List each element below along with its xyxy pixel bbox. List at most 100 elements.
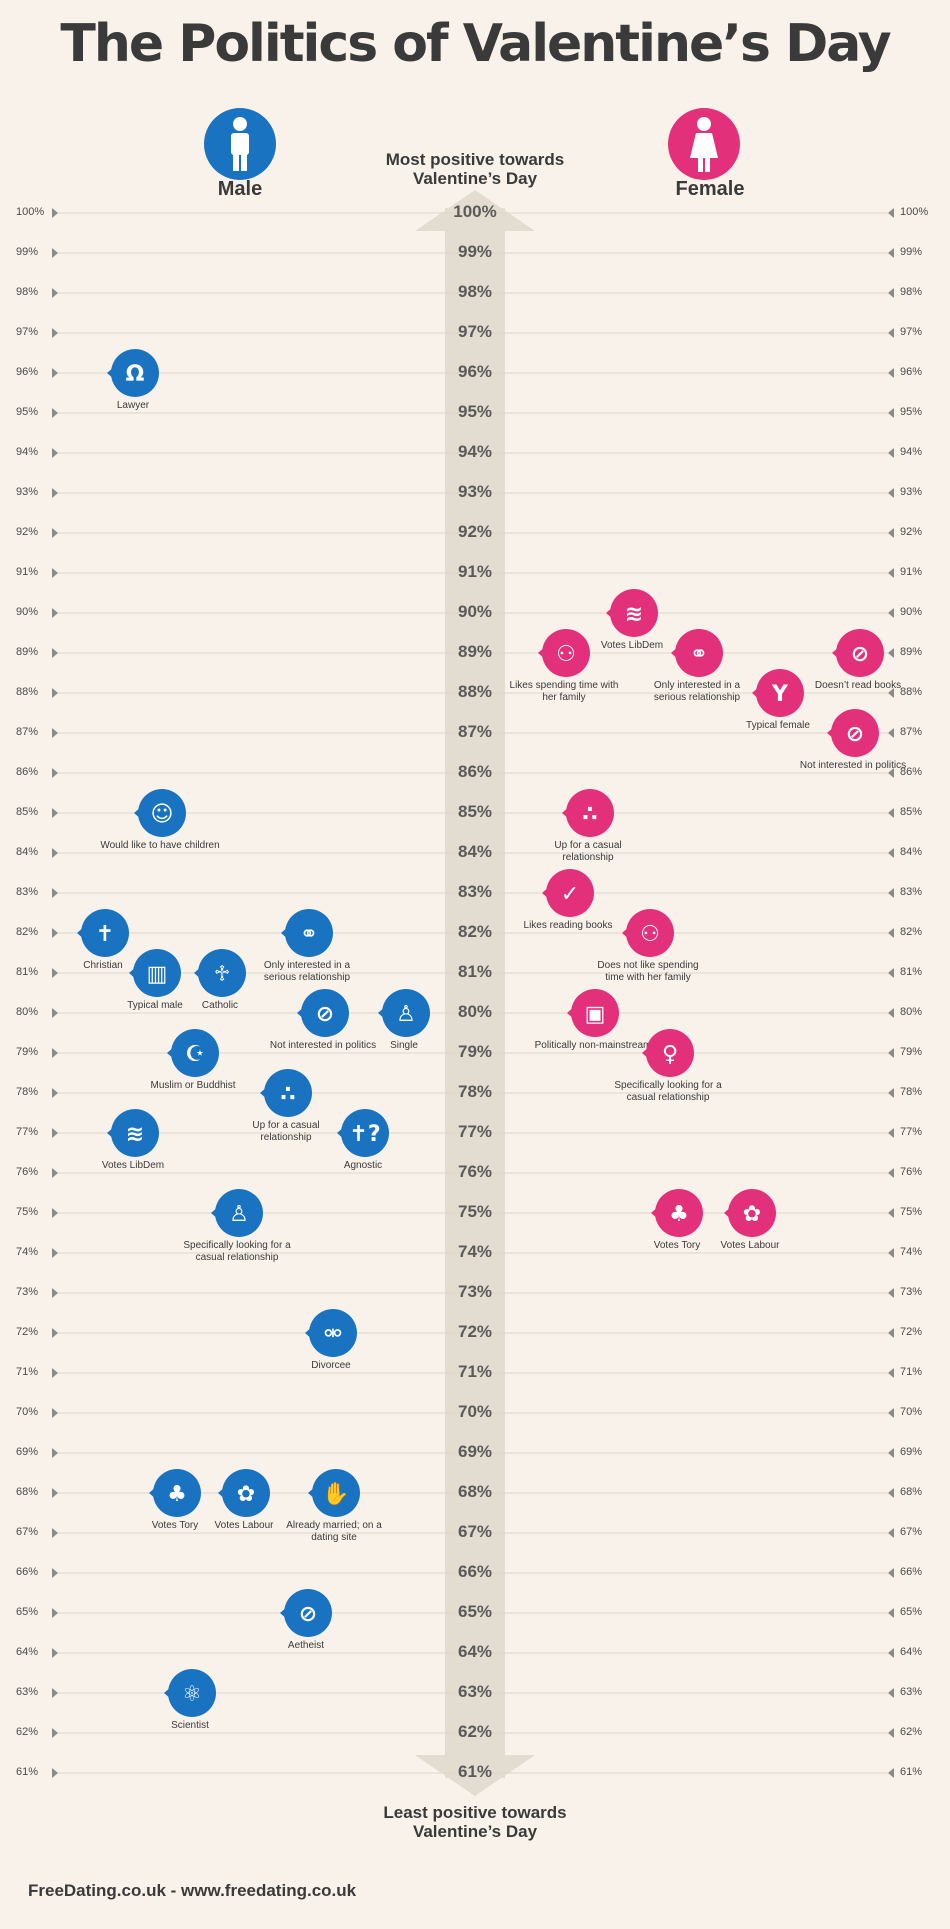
tick-arrow-right — [888, 208, 894, 218]
tick-label-center: 82% — [457, 922, 493, 941]
tick-arrow-right — [888, 1248, 894, 1258]
tick-arrow-right — [888, 888, 894, 898]
tick-arrow-left — [52, 1168, 58, 1178]
svg-text:♀: ♀ — [662, 1042, 678, 1067]
tick-label-center: 66% — [457, 1562, 493, 1581]
tick-label-left: 77% — [16, 1126, 39, 1138]
tick-label-center: 100% — [453, 202, 497, 221]
tick-arrow-right — [888, 328, 894, 338]
tick-arrow-left — [52, 1488, 58, 1498]
tick-arrow-right — [888, 448, 894, 458]
tick-label-center: 77% — [457, 1122, 493, 1141]
tick-label-left: 89% — [16, 646, 39, 658]
point-caption: Votes LibDem — [600, 640, 664, 651]
baby-icon: ☺ — [134, 789, 186, 837]
tick-arrow-left — [52, 608, 58, 618]
tick-label-right: 71% — [900, 1366, 923, 1378]
svg-text:⊘: ⊘ — [851, 642, 869, 667]
point-caption: Specifically looking for a casual relati… — [183, 1240, 291, 1263]
tick-arrow-right — [888, 1008, 894, 1018]
tick-label-left: 85% — [16, 806, 39, 818]
tick-label-left: 75% — [16, 1206, 39, 1218]
couple-icon: ⚭ — [671, 629, 723, 677]
svg-text:▣: ▣ — [585, 1002, 606, 1027]
point-caption: Votes Tory — [653, 1240, 701, 1251]
tick-label-left: 79% — [16, 1046, 39, 1058]
tick-label-left: 87% — [16, 726, 39, 738]
tick-arrow-left — [52, 888, 58, 898]
tick-label-left: 67% — [16, 1526, 39, 1538]
tick-label-center: 76% — [457, 1162, 493, 1181]
tick-label-right: 82% — [900, 926, 923, 938]
tick-label-right: 98% — [900, 286, 923, 298]
tick-arrow-right — [888, 1488, 894, 1498]
labour-rose-icon: ✿ — [218, 1469, 270, 1517]
tick-arrow-right — [888, 1688, 894, 1698]
tick-arrow-left — [52, 728, 58, 738]
no-politics-icon: ⊘ — [827, 709, 879, 757]
tick-label-right: 74% — [900, 1246, 923, 1258]
point-caption: Divorcee — [311, 1360, 351, 1371]
point-caption: Not interested in politics — [799, 760, 907, 771]
tick-arrow-right — [888, 1328, 894, 1338]
tick-arrow-left — [52, 928, 58, 938]
point-caption: Agnostic — [343, 1160, 383, 1171]
tick-arrow-right — [888, 1168, 894, 1178]
svg-text:✿: ✿ — [743, 1202, 761, 1227]
svg-text:≋: ≋ — [625, 602, 643, 627]
tick-label-right: 72% — [900, 1326, 923, 1338]
tick-label-left: 84% — [16, 846, 39, 858]
tick-arrow-right — [888, 688, 894, 698]
family-icon: ⚇ — [622, 909, 674, 957]
tick-label-center: 68% — [457, 1482, 493, 1501]
tick-label-right: 67% — [900, 1526, 923, 1538]
tick-arrow-right — [888, 768, 894, 778]
center-arrow-down — [415, 1755, 535, 1796]
point-caption: Votes Labour — [720, 1240, 780, 1251]
tick-label-center: 81% — [457, 962, 493, 981]
atom-icon: ⚛ — [164, 1669, 216, 1717]
tick-label-left: 74% — [16, 1246, 39, 1258]
tick-label-right: 88% — [900, 686, 923, 698]
point-caption: Doesn’t read books — [814, 680, 902, 691]
tick-arrow-left — [52, 848, 58, 858]
svg-text:≋: ≋ — [126, 1122, 144, 1147]
tick-arrow-left — [52, 328, 58, 338]
point-caption: Aetheist — [287, 1640, 325, 1651]
flexing-man-icon: ♙ — [211, 1189, 263, 1237]
tick-arrow-right — [888, 1728, 894, 1738]
svg-text:☪: ☪ — [185, 1042, 205, 1067]
tick-label-center: 79% — [457, 1042, 493, 1061]
tick-arrow-left — [52, 1568, 58, 1578]
svg-text:⚮: ⚮ — [324, 1322, 342, 1347]
tick-label-center: 94% — [457, 442, 493, 461]
svg-text:⚭: ⚭ — [300, 922, 318, 947]
tick-label-center: 64% — [457, 1642, 493, 1661]
tick-arrow-right — [888, 1128, 894, 1138]
tick-label-left: 73% — [16, 1286, 39, 1298]
tick-arrow-right — [888, 488, 894, 498]
top-caption-line-2: Valentine’s Day — [412, 169, 538, 188]
tick-label-left: 88% — [16, 686, 39, 698]
tory-tree-icon: ♣ — [149, 1469, 201, 1517]
svg-text:▥: ▥ — [147, 962, 168, 987]
svg-text:Ω: Ω — [126, 362, 145, 387]
bottom-caption-line-1: Least positive towards — [383, 1803, 567, 1822]
tick-label-center: 63% — [457, 1682, 493, 1701]
tick-label-left: 72% — [16, 1326, 39, 1338]
tick-arrow-left — [52, 1528, 58, 1538]
tick-arrow-left — [52, 1288, 58, 1298]
tick-label-right: 86% — [900, 766, 923, 778]
tick-label-right: 85% — [900, 806, 923, 818]
svg-text:⊘: ⊘ — [299, 1602, 317, 1627]
top-caption: Most positive towards Valentine’s Day — [325, 150, 625, 188]
tick-label-left: 68% — [16, 1486, 39, 1498]
woman-pose-icon: ♀ — [642, 1029, 694, 1077]
svg-text:✝?: ✝? — [349, 1122, 380, 1147]
tick-arrow-left — [52, 1088, 58, 1098]
person-icon: ♙ — [378, 989, 430, 1037]
tick-arrow-left — [52, 1328, 58, 1338]
tick-label-right: 78% — [900, 1086, 923, 1098]
svg-text:☺: ☺ — [151, 802, 174, 827]
point-caption: Likes reading books — [523, 920, 613, 931]
